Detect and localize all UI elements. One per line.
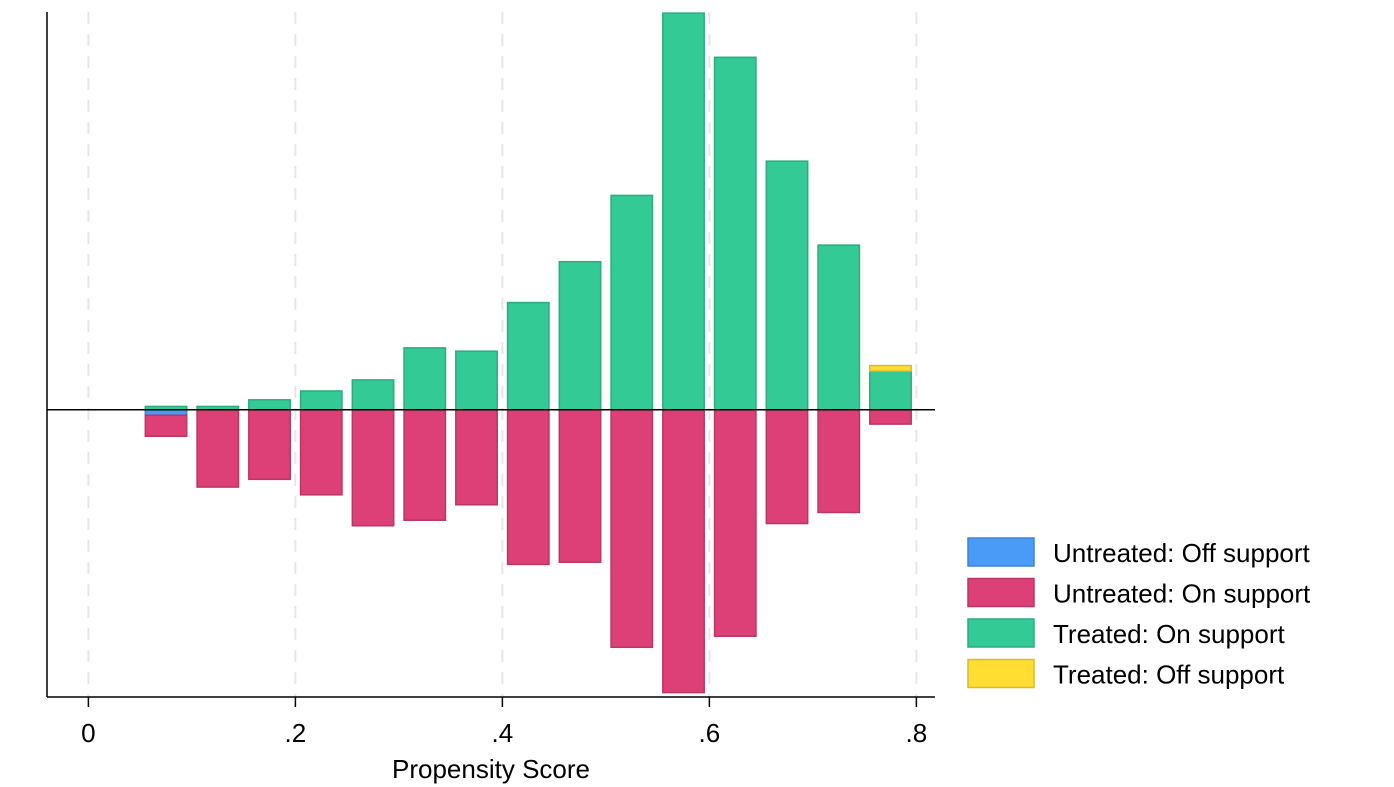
legend-swatch	[967, 537, 1035, 567]
bar-treated-on-support	[765, 160, 809, 411]
bar-treated-on-support	[403, 347, 447, 411]
bar-untreated-on-support	[351, 408, 395, 527]
legend-swatch	[967, 618, 1035, 648]
bar-treated-on-support	[506, 301, 550, 411]
gridlines	[87, 12, 918, 697]
bar-untreated-on-support	[196, 408, 240, 488]
x-axis-title: Propensity Score	[392, 754, 590, 784]
bar-untreated-on-support	[869, 408, 912, 425]
legend-label: Treated: Off support	[1053, 660, 1285, 690]
x-tick-label: .2	[285, 718, 307, 748]
legend-label: Untreated: Off support	[1053, 538, 1311, 568]
x-tick-label: .8	[906, 718, 928, 748]
bar-treated-on-support	[455, 350, 498, 411]
x-tick-label: .6	[699, 718, 721, 748]
bar-treated-on-support	[351, 379, 395, 411]
bar-untreated-on-support	[765, 408, 809, 525]
bar-untreated-off-support	[144, 408, 188, 417]
bar-treated-on-support	[558, 260, 602, 411]
legend: Untreated: Off support Untreated: On supp…	[967, 537, 1311, 690]
bar-untreated-on-support	[403, 408, 447, 521]
bar-untreated-on-support	[610, 408, 654, 649]
bar-untreated-on-support	[144, 414, 188, 438]
legend-label: Untreated: On support	[1053, 579, 1311, 609]
bar-treated-on-support	[713, 56, 757, 411]
bar-untreated-on-support	[558, 408, 602, 563]
bar-untreated-on-support	[817, 408, 861, 514]
x-tick-label: .4	[492, 718, 514, 748]
bar-untreated-on-support	[299, 408, 343, 496]
bar-treated-on-support	[817, 244, 861, 411]
bar-treated-on-support	[662, 12, 705, 411]
legend-swatch	[967, 577, 1035, 608]
x-tick-label: 0	[81, 718, 95, 748]
bar-treated-off-support	[869, 364, 912, 372]
x-axis-ticks: 0 .2 .4 .6 .8	[81, 697, 927, 748]
bar-untreated-on-support	[506, 408, 550, 566]
legend-label: Treated: On support	[1053, 619, 1285, 649]
bar-untreated-on-support	[248, 408, 291, 481]
bars	[144, 12, 912, 694]
bar-treated-on-support	[869, 370, 912, 411]
bar-untreated-on-support	[662, 408, 705, 694]
bar-untreated-on-support	[713, 408, 757, 637]
bar-untreated-on-support	[455, 408, 498, 506]
bar-treated-on-support	[248, 399, 291, 411]
legend-swatch	[967, 658, 1035, 689]
bar-treated-on-support	[610, 194, 654, 411]
bar-treated-on-support	[299, 390, 343, 411]
